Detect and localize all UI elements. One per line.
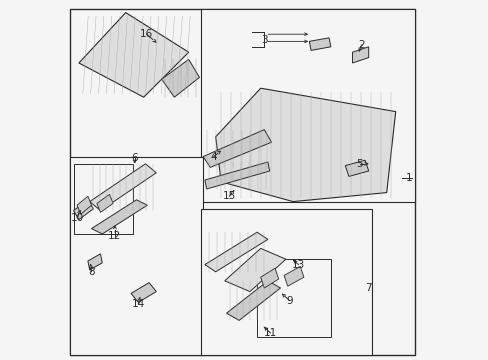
Polygon shape	[203, 130, 271, 167]
Text: 3: 3	[261, 35, 267, 45]
Polygon shape	[131, 283, 156, 302]
Text: 5: 5	[356, 159, 362, 169]
Text: 11: 11	[263, 328, 277, 338]
Bar	[201, 9, 415, 202]
Polygon shape	[79, 13, 188, 97]
Bar	[201, 209, 371, 355]
Polygon shape	[204, 162, 269, 189]
Polygon shape	[224, 248, 285, 292]
Polygon shape	[97, 194, 113, 212]
Polygon shape	[309, 38, 330, 50]
Polygon shape	[215, 88, 395, 202]
Text: 16: 16	[140, 29, 153, 39]
Polygon shape	[73, 200, 93, 220]
Text: 2: 2	[357, 40, 364, 50]
Polygon shape	[226, 281, 280, 320]
Polygon shape	[284, 266, 303, 286]
Polygon shape	[204, 232, 267, 272]
Text: 4: 4	[210, 152, 217, 162]
Text: 7: 7	[365, 283, 371, 293]
Text: 15: 15	[223, 191, 236, 201]
Text: 8: 8	[88, 267, 95, 277]
Bar	[257, 259, 330, 337]
Polygon shape	[345, 160, 368, 176]
Text: 10: 10	[70, 213, 83, 223]
Bar	[70, 157, 203, 355]
Text: 6: 6	[131, 153, 138, 163]
Bar	[73, 164, 133, 234]
Text: 13: 13	[291, 260, 305, 270]
Polygon shape	[88, 254, 102, 270]
Polygon shape	[77, 196, 91, 214]
Text: 1: 1	[405, 173, 412, 183]
Polygon shape	[260, 268, 278, 288]
Polygon shape	[91, 200, 147, 234]
Text: 12: 12	[108, 231, 122, 241]
Text: 9: 9	[285, 296, 292, 306]
Polygon shape	[89, 164, 156, 211]
Polygon shape	[352, 47, 368, 63]
Text: 14: 14	[131, 299, 144, 309]
Polygon shape	[162, 59, 199, 97]
